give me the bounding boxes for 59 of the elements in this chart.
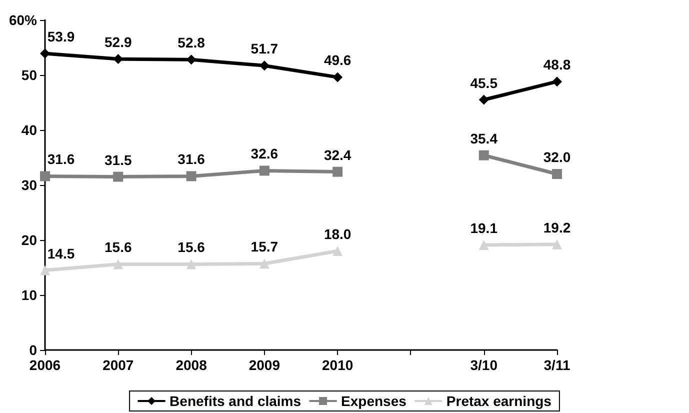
point	[113, 54, 124, 64]
data-label: 52.8	[178, 34, 206, 51]
data-label: 32.4	[324, 146, 352, 163]
point	[186, 259, 196, 270]
point	[113, 259, 124, 270]
data-label: 53.9	[47, 28, 75, 45]
data-label: 52.9	[104, 34, 132, 50]
point	[186, 171, 196, 182]
data-label: 14.5	[47, 245, 75, 262]
point	[40, 48, 50, 59]
legend-label: Pretax earnings	[446, 393, 552, 409]
y-tick-label: 40	[21, 122, 38, 138]
y-tick-label: 60%	[8, 12, 38, 28]
point	[552, 239, 562, 250]
data-label: 15.6	[104, 239, 132, 256]
point	[259, 258, 270, 269]
y-tick-label: 0	[29, 342, 38, 358]
data-label: 32.0	[543, 149, 571, 165]
data-label: 51.7	[250, 40, 278, 57]
x-tick-label: 2009	[248, 357, 280, 373]
y-tick-label: 50	[21, 67, 38, 83]
point	[552, 76, 562, 87]
point	[478, 94, 489, 105]
y-tick-label: 10	[21, 287, 38, 303]
legend-label: Benefits and claims	[170, 393, 302, 409]
point	[40, 171, 50, 182]
point	[332, 246, 343, 256]
y-tick-label: 30	[21, 177, 38, 193]
y-tick-label: 20	[21, 232, 38, 248]
data-label: 35.4	[470, 130, 498, 146]
x-tick-label: 2008	[176, 357, 208, 373]
point	[259, 60, 270, 71]
point	[332, 166, 343, 177]
data-label: 31.6	[47, 151, 75, 168]
data-label: 48.8	[543, 56, 571, 73]
data-label: 19.2	[543, 219, 571, 236]
x-tick-label: 2010	[322, 357, 354, 373]
data-label: 15.6	[178, 239, 206, 256]
point	[259, 166, 270, 176]
point	[552, 169, 562, 179]
x-tick-label: 3/11	[544, 357, 570, 373]
data-label: 18.0	[324, 226, 352, 242]
data-label: 31.5	[104, 152, 132, 168]
x-tick-label: 3/10	[470, 357, 498, 373]
point	[113, 172, 124, 182]
x-tick-label: 2006	[29, 357, 61, 373]
data-label: 19.1	[470, 220, 498, 236]
data-label: 15.7	[250, 238, 278, 255]
point	[40, 265, 50, 276]
point	[332, 72, 343, 82]
point	[186, 54, 196, 65]
data-label: 49.6	[324, 52, 352, 68]
point	[478, 150, 489, 160]
data-label: 31.6	[178, 151, 206, 168]
point	[478, 240, 489, 250]
legend-label: Expenses	[341, 393, 407, 409]
x-tick-label: 2007	[102, 357, 134, 373]
data-label: 45.5	[470, 74, 498, 91]
data-label: 32.6	[250, 146, 278, 162]
